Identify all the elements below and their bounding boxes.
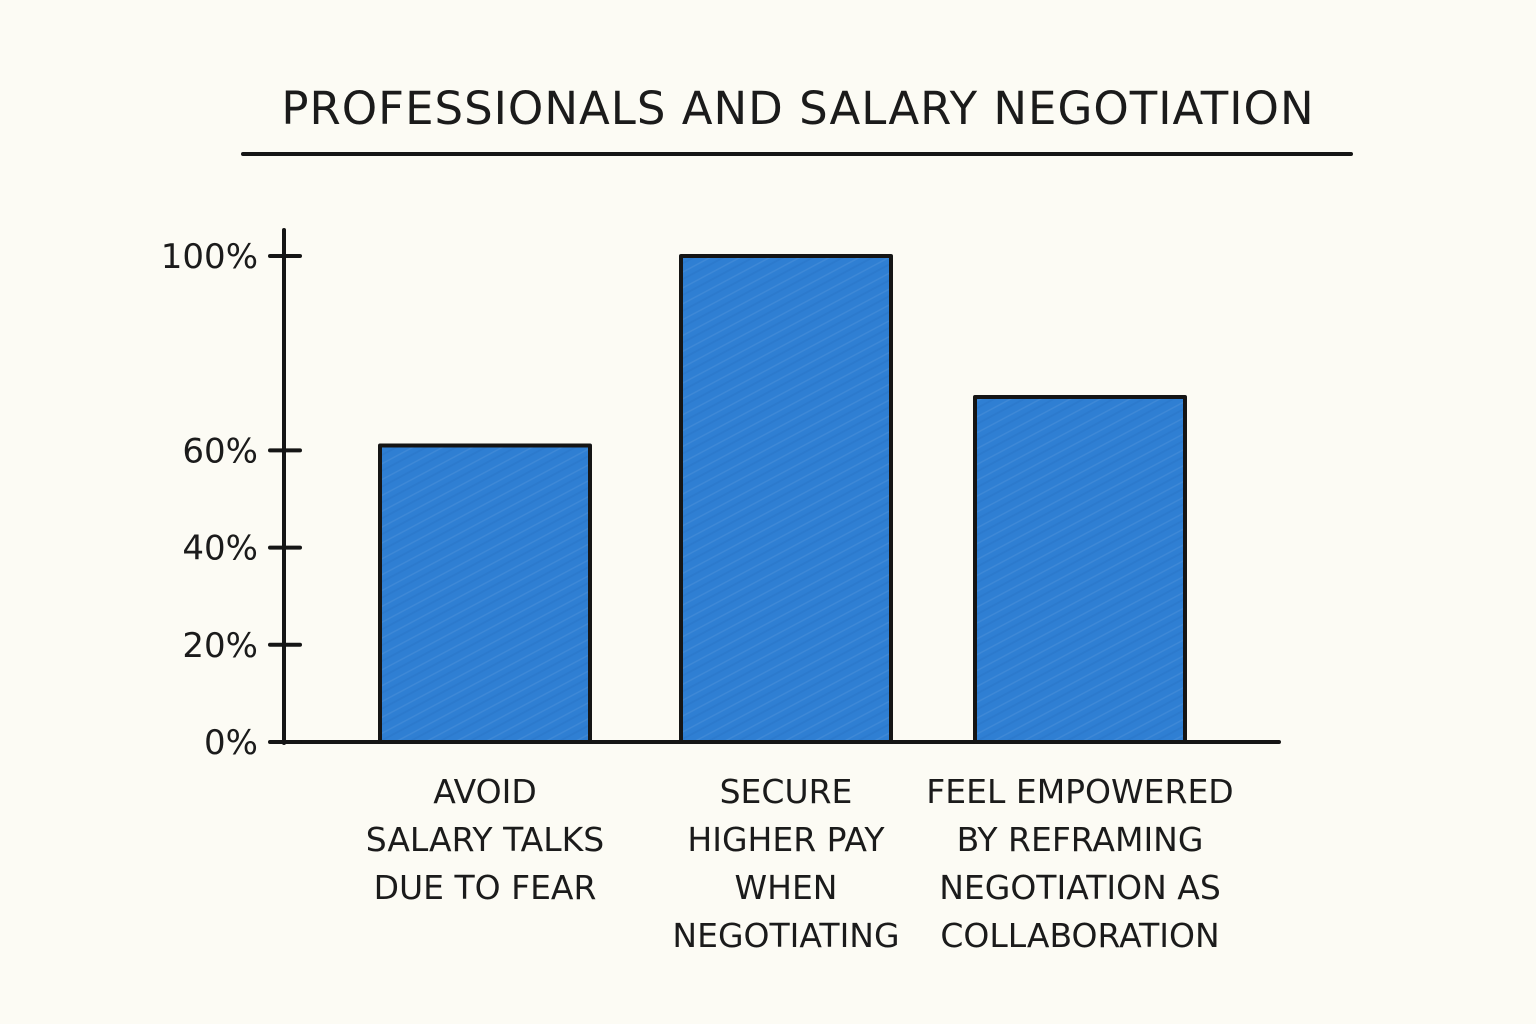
category-labels: AVOID SALARY TALKS DUE TO FEAR SECURE HIGHER… [366,772,1234,955]
category-label-3-line-4: COLLABORATION [940,916,1219,955]
category-label-3: FEEL EMPOWERED BY REFRAMING NEGOTIATION AS… [926,772,1233,955]
chart-title: PROFESSIONALS AND SALARY NEGOTIATION [281,82,1314,135]
y-tick-label-60: 60% [182,431,258,471]
category-label-2-line-3: WHEN [735,868,838,907]
category-label-1: AVOID SALARY TALKS DUE TO FEAR [366,772,604,907]
y-tick-label-100: 100% [161,237,258,277]
category-label-2-line-4: NEGOTIATING [672,916,899,955]
category-label-3-line-2: BY REFRAMING [957,820,1204,859]
category-label-1-line-2: SALARY TALKS [366,820,604,859]
bars [378,254,1187,744]
category-label-1-line-3: DUE TO FEAR [374,868,597,907]
bar-2-texture [683,258,889,740]
category-label-1-line-1: AVOID [433,772,537,811]
category-label-2-line-1: SECURE [720,772,853,811]
bar-3-texture [977,398,1183,740]
y-tick-labels: 0% 20% 40% 60% 100% [161,237,302,763]
category-label-2: SECURE HIGHER PAY WHEN NEGOTIATING [672,772,899,955]
y-tick-label-20: 20% [182,626,258,666]
category-label-2-line-2: HIGHER PAY [687,820,885,859]
category-label-3-line-1: FEEL EMPOWERED [926,772,1233,811]
y-tick-label-0: 0% [204,723,258,763]
bar-1-texture [382,447,588,740]
category-label-3-line-3: NEGOTIATION AS [939,868,1221,907]
y-tick-label-40: 40% [182,529,258,569]
